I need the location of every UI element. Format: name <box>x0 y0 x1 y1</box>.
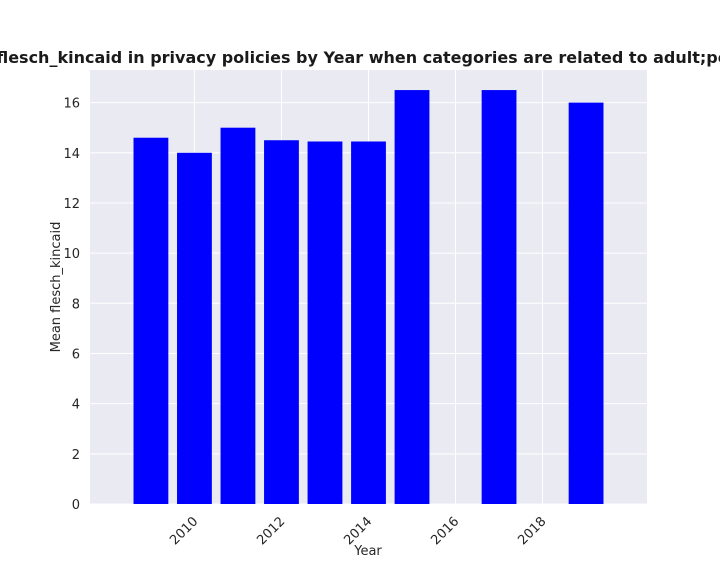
x-tick-label: 2018 <box>515 514 549 548</box>
y-tick-label: 8 <box>72 297 80 312</box>
x-axis-label: Year <box>353 544 382 559</box>
y-axis-label: Mean flesch_kincaid <box>49 222 64 353</box>
bar-2010 <box>177 152 212 504</box>
x-tick-label: 2010 <box>167 514 201 548</box>
bar-2014 <box>351 141 386 504</box>
y-tick-label: 16 <box>63 97 80 112</box>
bar-2015 <box>394 90 430 504</box>
y-tick-labels: 0 2 4 6 8 10 12 14 16 <box>63 97 80 513</box>
y-tick-label: 4 <box>72 398 80 413</box>
bar-2012 <box>264 140 299 504</box>
y-tick-label: 10 <box>63 247 80 262</box>
y-tick-label: 2 <box>72 448 80 463</box>
bar-2019 <box>568 102 604 504</box>
bars <box>133 90 604 504</box>
bar-2017 <box>481 90 517 504</box>
bar-2013 <box>307 141 343 504</box>
chart-title: Mean flesch_kincaid in privacy policies … <box>0 48 720 67</box>
x-tick-label: 2016 <box>428 514 462 548</box>
x-tick-label: 2012 <box>254 514 288 548</box>
y-tick-label: 14 <box>63 147 80 162</box>
y-tick-label: 12 <box>63 197 80 212</box>
bar-2009 <box>133 137 169 504</box>
y-tick-label: 0 <box>72 498 80 513</box>
y-tick-label: 6 <box>72 347 80 362</box>
bar-2011 <box>220 127 256 504</box>
